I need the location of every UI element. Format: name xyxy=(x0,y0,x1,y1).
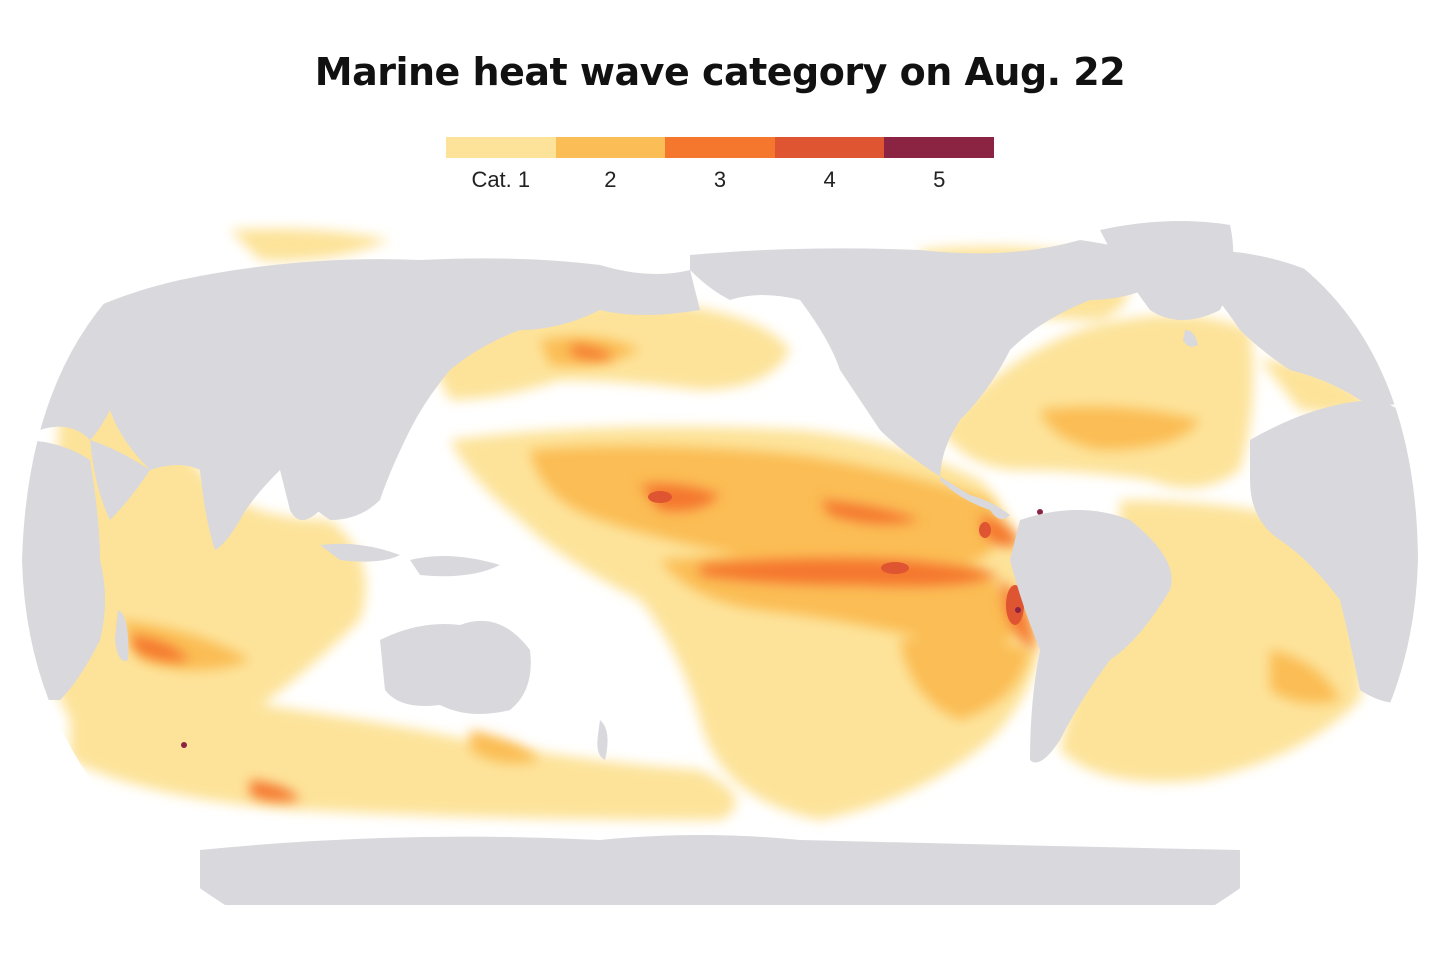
legend-label-cat5: 5 xyxy=(933,167,946,192)
southeast-asia-landmass xyxy=(280,470,320,520)
north-america-landmass xyxy=(690,240,1180,519)
legend-swatch-cat1 xyxy=(446,137,556,158)
madagascar xyxy=(115,610,129,661)
legend-label-cat2: 2 xyxy=(604,167,617,192)
arabia-landmass xyxy=(90,440,150,520)
heatwave-cat5-regions xyxy=(181,509,1043,748)
africa-west-landmass xyxy=(1250,400,1418,704)
antarctica-landmass xyxy=(200,835,1240,905)
world-map xyxy=(22,218,1418,905)
land xyxy=(22,221,1418,905)
japan-islands xyxy=(405,380,420,402)
south-america-landmass xyxy=(1010,510,1172,763)
uk-islands xyxy=(1183,330,1198,347)
africa-landmass xyxy=(22,440,105,700)
new-zealand xyxy=(597,720,608,760)
indonesia-islands xyxy=(320,543,500,577)
eurasia-landmass xyxy=(22,258,700,520)
legend-label-cat4: 4 xyxy=(823,167,836,192)
legend-swatch-cat4 xyxy=(774,137,885,158)
india-landmass xyxy=(200,470,240,550)
australia-landmass xyxy=(380,620,531,714)
heatwave-cat1-regions xyxy=(48,228,1370,820)
greenland-landmass xyxy=(1100,221,1234,320)
legend-swatch-cat3 xyxy=(665,137,775,158)
map-title: Marine heat wave category on Aug. 22 xyxy=(314,50,1126,94)
legend-swatch-cat5 xyxy=(884,137,994,158)
legend-swatch-cat2 xyxy=(555,137,666,158)
heatwave-cat4-regions xyxy=(648,491,1024,625)
category-legend: Cat. 1 2 3 4 5 xyxy=(446,137,994,197)
legend-label-cat3: 3 xyxy=(713,167,727,192)
legend-label-cat1: Cat. 1 xyxy=(471,167,531,192)
europe-landmass xyxy=(1200,250,1418,405)
